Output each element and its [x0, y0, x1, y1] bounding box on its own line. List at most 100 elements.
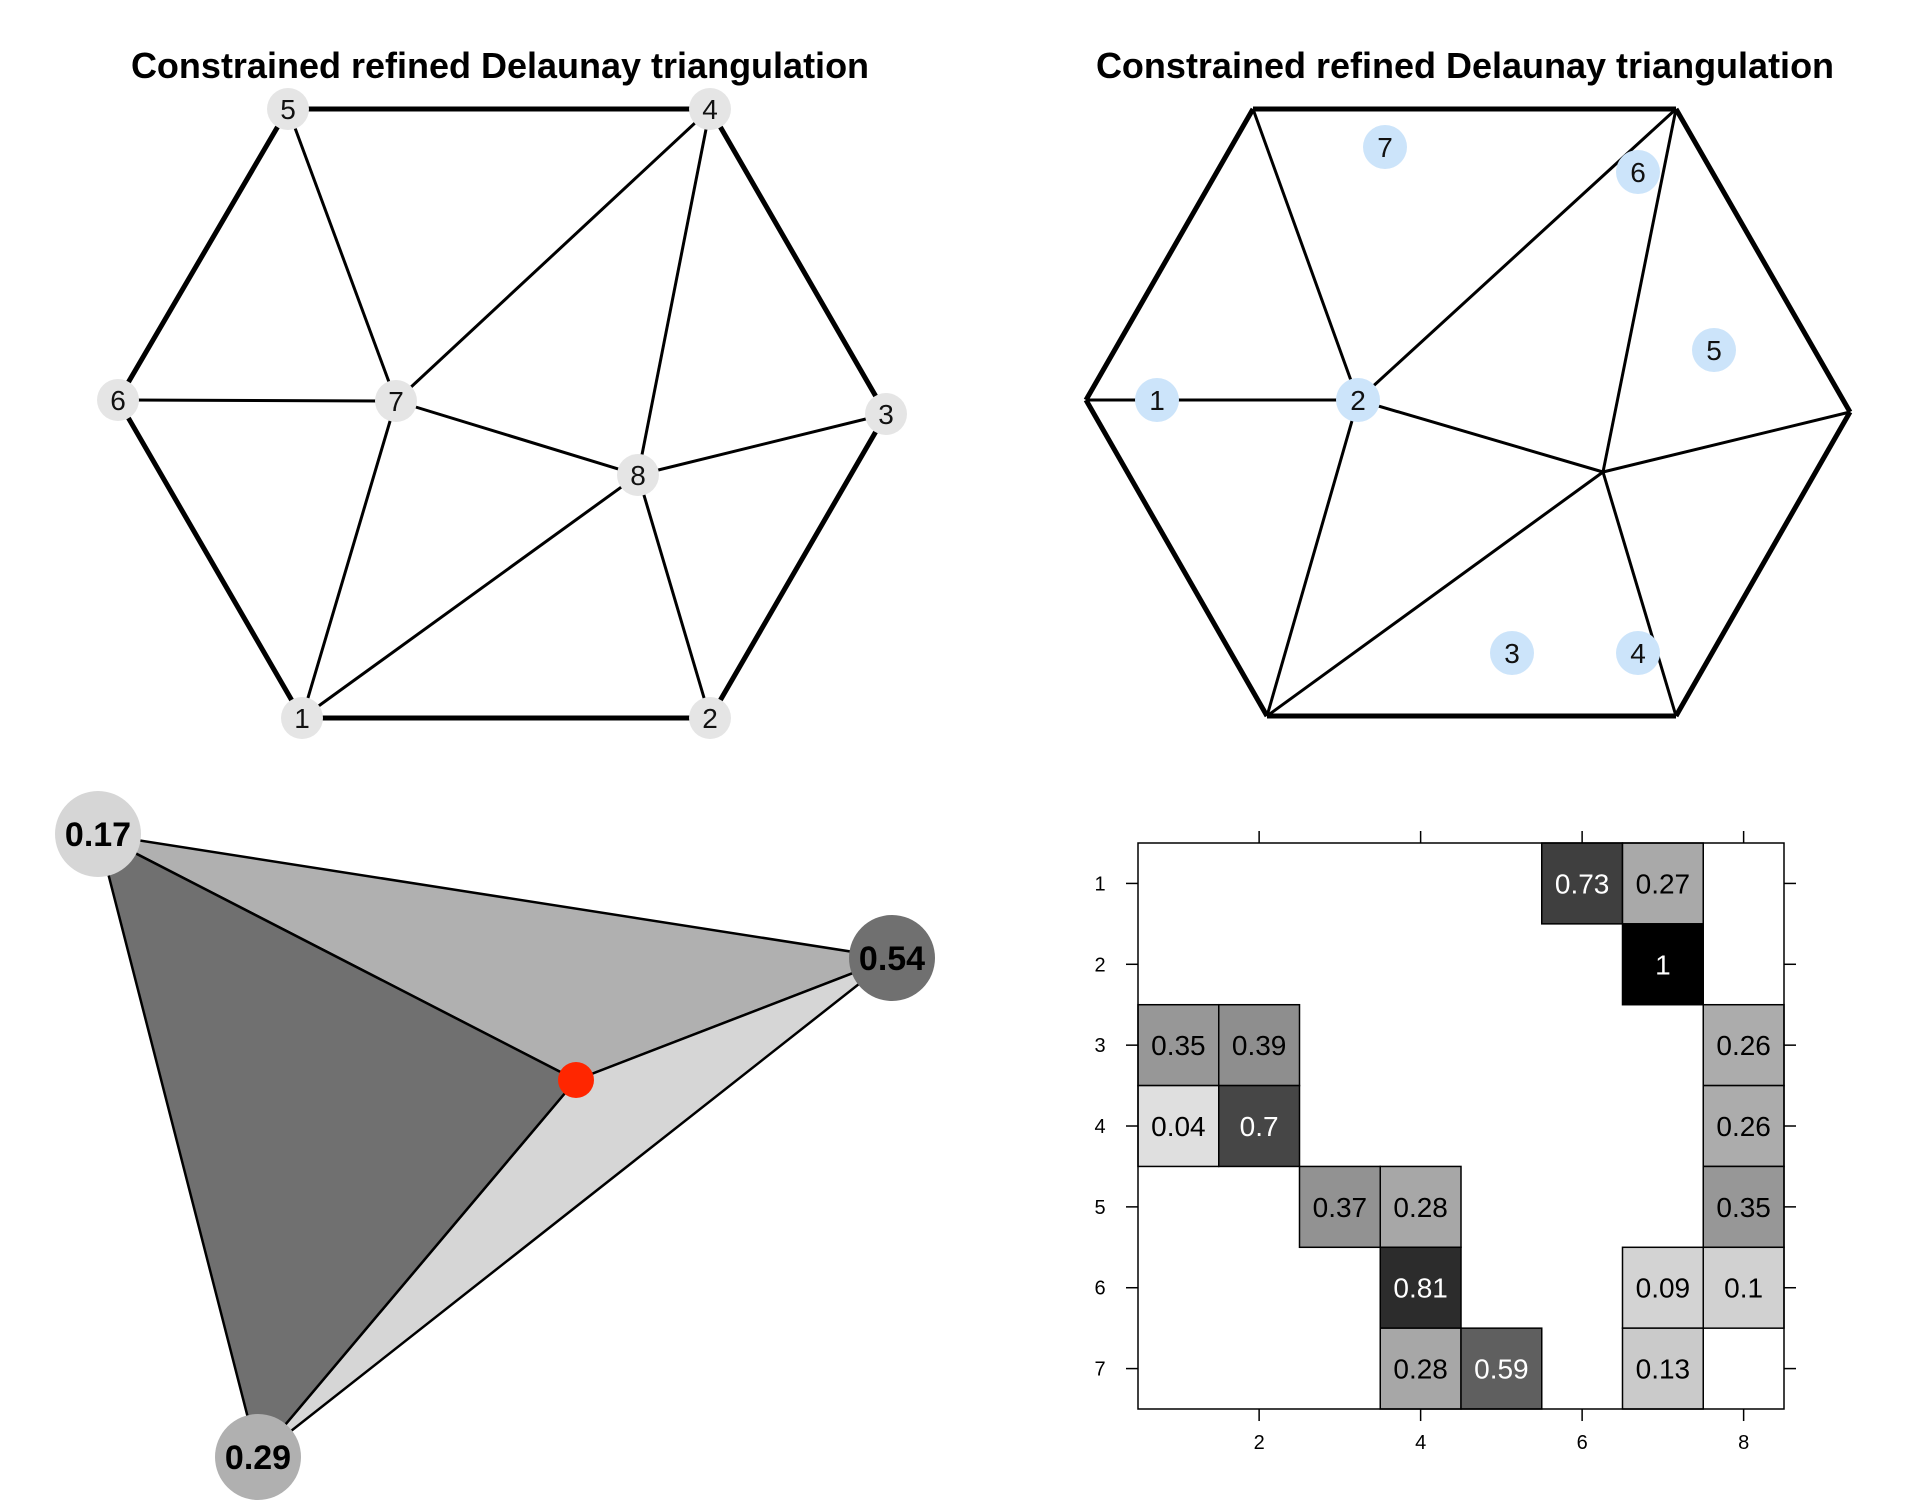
- interior-edge-7-1: [300, 400, 398, 719]
- heatmap-cell-label: 0.7: [1240, 1111, 1279, 1142]
- node-circle: [267, 88, 309, 130]
- heatmap-cell-rect: [1218, 1084, 1301, 1168]
- triangle-label-text: 1: [1149, 385, 1165, 416]
- heatmap-cell: 0.13: [1621, 1327, 1704, 1410]
- barycentric-region: [96, 832, 578, 1459]
- triangle-label: 6: [1616, 150, 1660, 194]
- node-label: 7: [388, 386, 404, 417]
- x-tick-label: 6: [1577, 1432, 1588, 1454]
- node-circle: [617, 454, 659, 496]
- heatmap-cell: 0.28: [1379, 1327, 1462, 1410]
- hexagon-edge: [1083, 398, 1270, 718]
- heatmap-cell-label: 1: [1655, 949, 1671, 980]
- panel-bottom-left: 0.17 0.54 0.29: [55, 791, 935, 1500]
- node-label: 4: [702, 94, 718, 125]
- heatmap-cell: 0.28: [1379, 1165, 1462, 1249]
- heatmap-cell: 0.27: [1621, 842, 1704, 925]
- heatmap-cell-label: 0.26: [1716, 1111, 1771, 1142]
- heatmap-cell-label: 0.81: [1393, 1273, 1448, 1304]
- triangle-label: 1: [1135, 378, 1179, 422]
- heatmap-cell-rect: [1621, 923, 1704, 1006]
- interior-edge-8-3: [637, 412, 887, 477]
- triangle-label-bg: [1336, 378, 1380, 422]
- heatmap-cell: 0.37: [1298, 1165, 1381, 1249]
- heatmap-cell-label: 0.28: [1393, 1354, 1448, 1385]
- heatmap-cell: 0.26: [1702, 1003, 1785, 1087]
- bl-vertices: 0.17 0.54 0.29: [55, 791, 935, 1500]
- hexagon-edge: [1673, 410, 1853, 718]
- panel-bottom-right: 0.73 0.27 1 0.35 0.39 0.26 0.04 0.7 0.26 0.37 0.28…: [1094, 831, 1796, 1454]
- heatmap-cell: 0.35: [1702, 1165, 1785, 1249]
- br-axes: 2 4 6 8 1 2 3 4 5 6 7: [1094, 831, 1796, 1454]
- tr-edges: [1083, 106, 1853, 719]
- tl-edges: [115, 106, 889, 721]
- triangle-label-bg: [1692, 328, 1736, 372]
- interior-edge-7-8: [395, 399, 639, 477]
- heatmap-cell-rect: [1460, 1327, 1543, 1410]
- node-label: 1: [294, 703, 310, 734]
- y-tick-label: 3: [1094, 1035, 1105, 1057]
- heatmap-cell-rect: [1702, 1165, 1785, 1249]
- node-label: 2: [702, 703, 718, 734]
- node-circle: [689, 697, 731, 739]
- graph-node: 4: [689, 88, 731, 130]
- heatmap-cell: 0.7: [1218, 1084, 1301, 1168]
- node-label: 3: [878, 399, 894, 430]
- heatmap-cell-label: 0.09: [1636, 1273, 1691, 1304]
- boundary-edge-2-3: [707, 412, 889, 720]
- heatmap-cell-rect: [1702, 1084, 1785, 1168]
- heatmap-cell-rect: [1702, 1003, 1785, 1087]
- heatmap-cell: 0.26: [1702, 1084, 1785, 1168]
- br-heatmap-cells: 0.73 0.27 1 0.35 0.39 0.26 0.04 0.7 0.26 0.37 0.28…: [1137, 842, 1785, 1410]
- boundary-edge-3-4: [707, 107, 889, 416]
- panel-top-left: Constrained refined Delaunay triangulati…: [97, 45, 907, 739]
- interior-edge-5-7: [286, 108, 398, 402]
- interior-edge-8-1: [301, 473, 639, 720]
- vertex-weight-label: 0.54: [859, 940, 925, 978]
- triangle-label: 2: [1336, 378, 1380, 422]
- triangulation-edge: [1266, 470, 1604, 718]
- panel-top-right: Constrained refined Delaunay triangulati…: [1083, 45, 1853, 719]
- boundary-edge-5-6: [115, 107, 291, 402]
- top-left-title: Constrained refined Delaunay triangulati…: [131, 45, 869, 86]
- y-tick-label: 7: [1094, 1359, 1105, 1381]
- node-label: 5: [280, 94, 296, 125]
- triangulation-edge: [1357, 398, 1604, 474]
- vertex-circle: [55, 791, 141, 877]
- triangulation-edge: [1251, 108, 1360, 401]
- heatmap-cell-rect: [1379, 1246, 1462, 1329]
- triangle-label-bg: [1616, 631, 1660, 675]
- triangle-label-text: 3: [1504, 638, 1520, 669]
- triangulation-edge: [1602, 410, 1851, 474]
- boundary-edge-6-1: [115, 398, 305, 720]
- heatmap-cell-label: 0.59: [1474, 1354, 1529, 1385]
- triangle-label-text: 5: [1706, 335, 1722, 366]
- node-circle: [865, 393, 907, 435]
- heatmap-cell-rect: [1621, 1246, 1704, 1329]
- barycentric-vertex: 0.17: [55, 791, 141, 877]
- heatmap-cell-rect: [1702, 1246, 1785, 1329]
- graph-node: 5: [267, 88, 309, 130]
- triangle-label-text: 6: [1630, 157, 1646, 188]
- heatmap-cell: 0.35: [1137, 1003, 1220, 1087]
- x-tick-label: 2: [1254, 1432, 1265, 1454]
- graph-node: 7: [375, 380, 417, 422]
- y-tick-label: 2: [1094, 954, 1105, 976]
- triangle-label-text: 7: [1377, 132, 1393, 163]
- heatmap-cell: 0.73: [1541, 842, 1624, 925]
- graph-node: 2: [689, 697, 731, 739]
- heatmap-cell-rect: [1137, 1003, 1220, 1087]
- heatmap-cell: 0.39: [1218, 1003, 1301, 1087]
- vertex-weight-label: 0.17: [65, 816, 131, 854]
- hexagon-edge: [1673, 107, 1853, 414]
- heatmap-cell: 0.1: [1702, 1246, 1785, 1329]
- heatmap-cell-label: 0.13: [1636, 1354, 1691, 1385]
- barycentric-vertex: 0.54: [849, 915, 935, 1001]
- triangulation-edge: [1601, 108, 1678, 473]
- heatmap-cell: 0.59: [1460, 1327, 1543, 1410]
- heatmap-cell-label: 0.28: [1393, 1192, 1448, 1223]
- interior-edge-6-7: [117, 398, 397, 403]
- graph-node: 6: [97, 379, 139, 421]
- heatmap-cell: 0.04: [1137, 1084, 1220, 1168]
- triangle-label: 3: [1490, 631, 1534, 675]
